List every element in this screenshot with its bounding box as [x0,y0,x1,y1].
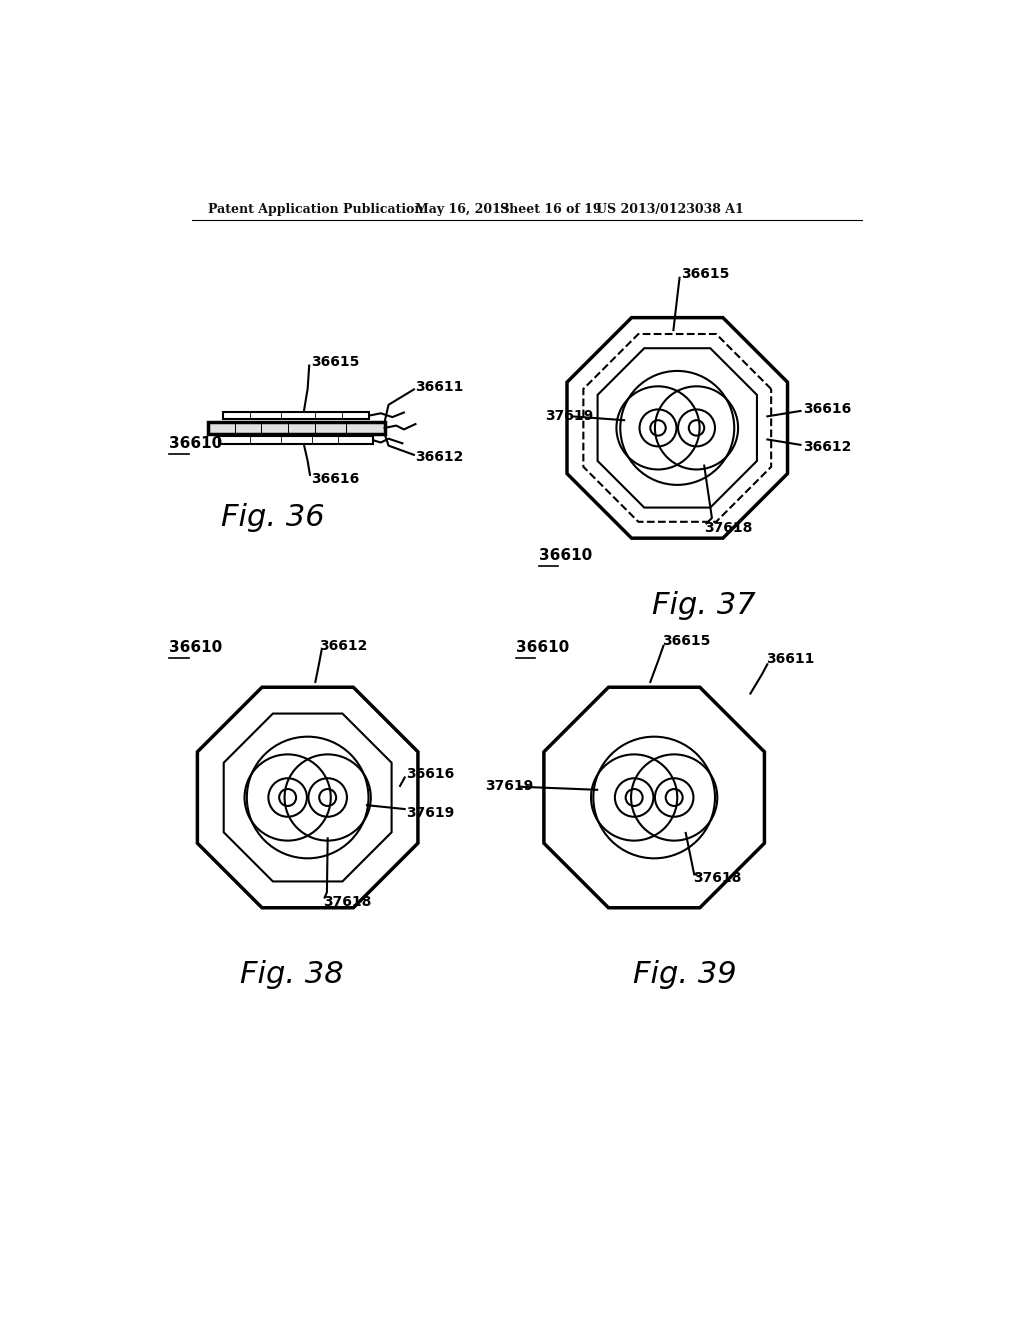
Text: 36611: 36611 [766,652,814,665]
Text: May 16, 2013: May 16, 2013 [416,203,510,216]
Text: 36615: 36615 [662,634,711,648]
Text: 36610: 36610 [515,640,568,655]
Polygon shape [198,688,418,908]
Text: Patent Application Publication: Patent Application Publication [208,203,423,216]
Text: Fig. 36: Fig. 36 [221,503,325,532]
Text: Fig. 38: Fig. 38 [241,960,344,989]
Text: 36616: 36616 [803,401,851,416]
Polygon shape [223,714,391,882]
Text: 36615: 36615 [681,267,729,281]
Text: Sheet 16 of 19: Sheet 16 of 19 [500,203,602,216]
Text: 36612: 36612 [416,450,464,465]
Polygon shape [544,688,765,908]
Polygon shape [598,348,757,508]
Text: 36616: 36616 [407,767,455,781]
Text: 36615: 36615 [311,355,359,368]
Text: 36611: 36611 [416,380,464,395]
Text: Fig. 39: Fig. 39 [633,960,737,989]
Polygon shape [584,334,771,521]
Text: 37618: 37618 [705,521,753,535]
Text: 36612: 36612 [319,639,368,653]
Text: 36610: 36610 [539,548,592,562]
Polygon shape [567,318,787,539]
Text: 36616: 36616 [311,471,359,486]
Text: 36610: 36610 [169,640,222,655]
Text: 37618: 37618 [323,895,372,909]
Text: 36612: 36612 [803,440,851,454]
Text: Fig. 37: Fig. 37 [652,590,756,619]
Text: 37619: 37619 [545,409,593,424]
Bar [208,422,385,434]
Text: 37619: 37619 [407,807,455,820]
Text: 36610: 36610 [169,436,222,451]
Bar [223,412,370,420]
Text: 37618: 37618 [692,871,741,886]
Text: 37619: 37619 [484,779,534,793]
Bar [219,437,373,444]
Text: US 2013/0123038 A1: US 2013/0123038 A1 [596,203,744,216]
